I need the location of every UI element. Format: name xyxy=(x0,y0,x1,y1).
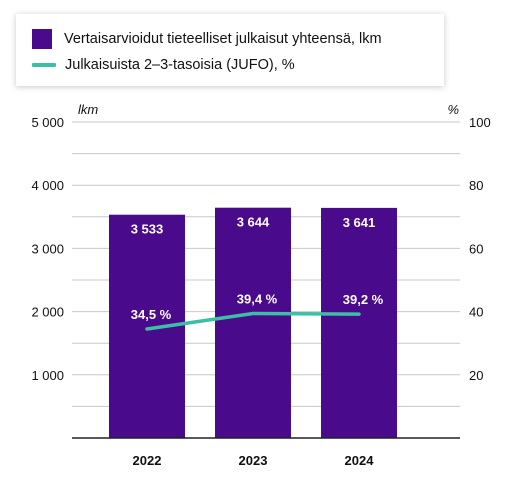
bar-value-label: 3 533 xyxy=(131,222,164,237)
legend-item-line: Julkaisuista 2–3-tasoisia (JUFO), % xyxy=(32,57,295,73)
bar-value-label: 3 644 xyxy=(237,215,270,230)
bars xyxy=(109,207,397,438)
y-left-tick-label: 2 000 xyxy=(31,305,64,320)
axes: 1 000 2 000 3 000 4 000 5 000 20 40 60 80 100 lkm%… xyxy=(31,102,490,468)
legend-line-label: Julkaisuista 2–3-tasoisia (JUFO), % xyxy=(65,57,295,73)
y-right-tick-label: 100 xyxy=(469,115,491,130)
bar-2023 xyxy=(215,207,291,438)
data-labels: 3 533 3 644 3 641 34,5 % 39,4 % 39,2 % xyxy=(131,215,384,322)
y-right-tick-label: 80 xyxy=(469,178,483,193)
y-left-unit: lkm xyxy=(78,102,98,117)
y-left-tick-label: 1 000 xyxy=(31,368,64,383)
y-right-tick-label: 20 xyxy=(469,368,483,383)
legend-bar-label: Vertaisarvioidut tieteelliset julkaisut … xyxy=(64,31,382,47)
y-right-tick-label: 60 xyxy=(469,241,483,256)
x-tick-label: 2023 xyxy=(239,453,268,468)
line-series xyxy=(145,311,361,331)
legend-item-bars: Vertaisarvioidut tieteelliset julkaisut … xyxy=(32,29,382,49)
legend-bar-swatch xyxy=(32,29,52,49)
bar-value-label: 3 641 xyxy=(343,215,376,230)
y-left-tick-label: 4 000 xyxy=(31,178,64,193)
bar-2024 xyxy=(321,207,397,438)
x-tick-label: 2024 xyxy=(345,453,375,468)
y-left-tick-label: 5 000 xyxy=(31,115,64,130)
legend: Vertaisarvioidut tieteelliset julkaisut … xyxy=(16,14,444,86)
line-value-label: 34,5 % xyxy=(131,307,172,322)
x-tick-label: 2022 xyxy=(133,453,162,468)
y-right-unit: % xyxy=(447,102,459,117)
y-right-tick-label: 40 xyxy=(469,305,483,320)
line-value-label: 39,4 % xyxy=(237,291,278,306)
line-value-label: 39,2 % xyxy=(343,292,384,307)
legend-line-swatch xyxy=(32,63,56,67)
y-left-tick-label: 3 000 xyxy=(31,241,64,256)
